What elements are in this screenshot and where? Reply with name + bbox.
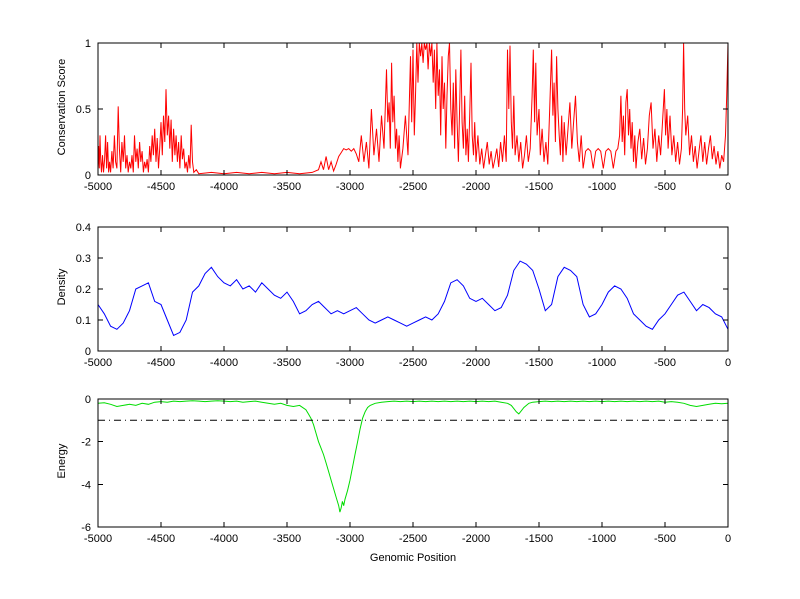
x-tick-label: -3500	[273, 357, 301, 369]
x-tick-label: -4000	[210, 357, 238, 369]
ylabel-conservation-score: Conservation Score	[56, 58, 68, 156]
x-tick-label: -4000	[210, 533, 238, 545]
x-tick-label: -4500	[147, 357, 175, 369]
x-tick-label: -2000	[462, 181, 490, 193]
x-tick-label: -2000	[462, 357, 490, 369]
y-tick-label: -4	[81, 479, 91, 491]
x-tick-label: -3000	[336, 533, 364, 545]
x-tick-label: -5000	[84, 357, 112, 369]
subplot-3: -5000 -4500 -4000 -3500 -3000 -2500 -2000 -1500…	[81, 394, 731, 545]
x-tick-label: -1000	[588, 357, 616, 369]
x-tick-label: -3500	[273, 181, 301, 193]
x-tick-label: 0	[725, 533, 731, 545]
x-tick-label: -5000	[84, 181, 112, 193]
x-tick-label: -4500	[147, 181, 175, 193]
y-tick-label: 0.4	[76, 222, 91, 234]
x-tick-label: -2500	[399, 357, 427, 369]
x-tick-label: -3000	[336, 357, 364, 369]
y-tick-label: 0	[85, 170, 91, 182]
x-tick-label: -500	[654, 181, 676, 193]
conservation-score-line	[97, 42, 729, 175]
x-tick-label: -1500	[525, 533, 553, 545]
x-tick-label: 0	[725, 357, 731, 369]
y-tick-label: -2	[81, 437, 91, 449]
subplot-2: -5000 -4500 -4000 -3500 -3000 -2500 -2000 -1500…	[76, 222, 731, 369]
x-tick-label: -3000	[336, 181, 364, 193]
x-tick-label: -1000	[588, 533, 616, 545]
y-tick-label: 0	[85, 346, 91, 358]
x-tick-label: -3500	[273, 533, 301, 545]
x-tick-label: -4500	[147, 533, 175, 545]
y-tick-label: 0.2	[76, 284, 91, 296]
x-tick-label: -1000	[588, 181, 616, 193]
y-tick-label: 0.1	[76, 315, 91, 327]
x-tick-label: -2000	[462, 533, 490, 545]
x-tick-label: -1500	[525, 357, 553, 369]
y-tick-label: 0.5	[76, 104, 91, 116]
ylabel-energy: Energy	[56, 443, 68, 479]
y-tick-label: 0.3	[76, 253, 91, 265]
energy-line	[97, 400, 729, 513]
ylabel-density: Density	[56, 268, 68, 306]
x-tick-label: -2500	[399, 181, 427, 193]
y-tick-label: 0	[85, 394, 91, 406]
x-tick-label: -5000	[84, 533, 112, 545]
xlabel-genomic-position: Genomic Position	[369, 552, 457, 564]
axes-box	[97, 398, 729, 528]
x-tick-label: 0	[725, 181, 731, 193]
x-tick-label: -2500	[399, 533, 427, 545]
axes-box	[97, 226, 729, 352]
y-tick-label: -6	[81, 522, 91, 534]
x-tick-label: -500	[654, 533, 676, 545]
x-tick-label: -500	[654, 357, 676, 369]
x-tick-label: -4000	[210, 181, 238, 193]
x-tick-label: -1500	[525, 181, 553, 193]
density-line	[97, 260, 729, 337]
y-tick-label: 1	[85, 38, 91, 50]
subplot-1: -5000 -4500 -4000 -3500 -3000 -2500 -2000 -1500…	[76, 38, 731, 193]
